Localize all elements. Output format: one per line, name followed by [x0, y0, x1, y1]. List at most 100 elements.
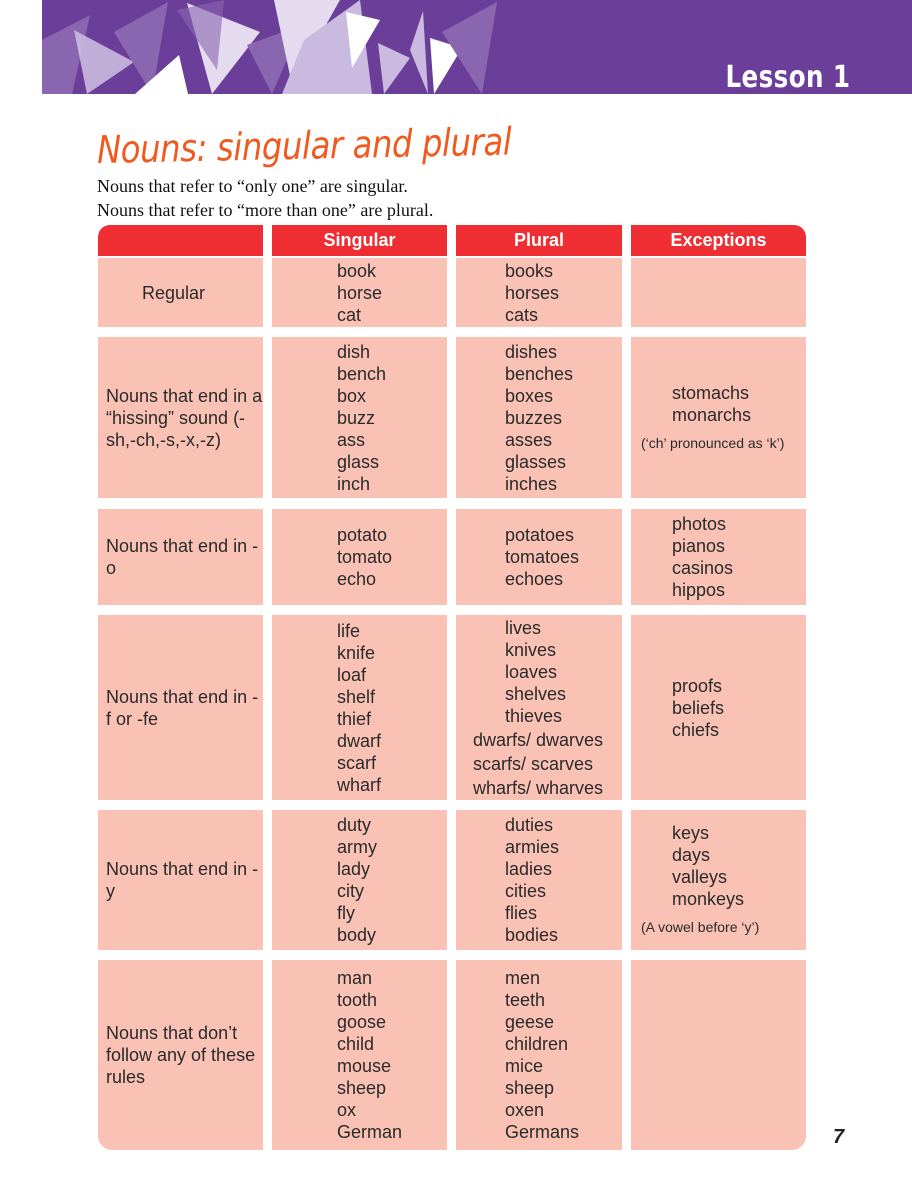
page-title: Nouns: singular and plural: [96, 119, 512, 172]
singular-word: German: [337, 1122, 403, 1142]
plural-word: children: [505, 1034, 569, 1054]
plural-word: flies: [505, 903, 538, 923]
page-number: 7: [833, 1126, 845, 1148]
plural-word: teeth: [505, 990, 546, 1010]
plural-word: ladies: [505, 859, 553, 879]
singular-word: tomato: [337, 547, 393, 567]
exceptions-word: hippos: [672, 580, 726, 600]
plural-word: cats: [505, 304, 539, 325]
category-label: Nouns that end in -y: [106, 859, 259, 901]
singular-cell: potato tomato echo: [272, 509, 447, 605]
plural-word: echoes: [505, 569, 564, 589]
singular-word: thief: [337, 708, 372, 729]
plural-word: scarfs/ scarves: [473, 753, 594, 774]
plural-word: wharfs/ wharves: [473, 777, 604, 798]
plural-word: loaves: [505, 661, 558, 682]
singular-word: mouse: [337, 1056, 392, 1076]
exceptions-word: valleys: [672, 867, 728, 887]
plural-word: books: [505, 260, 554, 281]
decorative-banner: [42, 0, 912, 94]
exceptions-word: casinos: [672, 558, 734, 578]
plural-word: asses: [505, 429, 553, 450]
plural-word: lives: [505, 617, 542, 638]
exceptions-word: stomachs: [672, 382, 750, 403]
exceptions-cell: [631, 258, 806, 327]
plural-cell: potatoes tomatoes echoes: [456, 509, 622, 605]
singular-word: body: [337, 925, 377, 945]
plural-word: mice: [505, 1056, 544, 1076]
plural-word: potatoes: [505, 525, 575, 545]
singular-cell: dish bench box buzz ass glass inch: [272, 337, 447, 498]
plural-word: thieves: [505, 705, 563, 726]
singular-word: loaf: [337, 664, 367, 685]
category-label: Nouns that end in -f or -fe: [106, 686, 259, 729]
category-cell: Nouns that end in -o: [98, 509, 263, 605]
plural-word: horses: [505, 282, 560, 303]
plural-word: men: [505, 968, 541, 988]
lesson-label: Lesson 1: [724, 60, 850, 95]
singular-cell: life knife loaf shelf thief dwarf scarf wharf: [272, 615, 447, 800]
exceptions-word: pianos: [672, 536, 726, 556]
singular-word: tooth: [337, 990, 378, 1010]
singular-word: dish: [337, 341, 371, 362]
plural-cell: men teeth geese children mice sheep oxen German…: [456, 960, 622, 1150]
singular-word: glass: [337, 451, 380, 472]
singular-word: sheep: [337, 1078, 387, 1098]
plural-word: bodies: [505, 925, 559, 945]
singular-cell: book horse cat: [272, 258, 447, 327]
plural-cell: dishes benches boxes buzzes asses glasses inch…: [456, 337, 622, 498]
exceptions-cell: proofs beliefs chiefs: [631, 615, 806, 800]
singular-word: scarf: [337, 752, 377, 773]
exceptions-cell: photos pianos casinos hippos: [631, 509, 806, 605]
category-cell: Nouns that don’t follow any of these rul…: [98, 960, 263, 1150]
plural-cell: lives knives loaves shelves thieves dwarfs/ d…: [456, 615, 622, 800]
singular-word: child: [337, 1034, 375, 1054]
singular-word: ass: [337, 429, 366, 450]
plural-word: oxen: [505, 1100, 545, 1120]
singular-word: fly: [337, 903, 355, 923]
plural-word: inches: [505, 473, 558, 494]
singular-word: book: [337, 260, 377, 281]
plural-word: duties: [505, 815, 554, 835]
category-label: Regular: [142, 282, 206, 303]
singular-word: duty: [337, 815, 372, 835]
singular-word: shelf: [337, 686, 376, 707]
plural-word: boxes: [505, 385, 554, 406]
singular-word: echo: [337, 569, 377, 589]
singular-word: life: [337, 620, 361, 641]
singular-word: ox: [337, 1100, 357, 1120]
exceptions-word: proofs: [672, 675, 723, 696]
exceptions-cell: keys days valleys monkeys (A vowel before ‘y…: [631, 810, 806, 950]
intro-line: Nouns that refer to “only one” are singu…: [97, 176, 408, 196]
singular-word: box: [337, 385, 367, 406]
column-header-category: [98, 225, 263, 256]
singular-word: man: [337, 968, 373, 988]
singular-word: city: [337, 881, 364, 901]
category-label: Nouns that end in -o: [106, 536, 259, 578]
singular-word: buzz: [337, 407, 376, 428]
exceptions-word: photos: [672, 514, 727, 534]
column-header-exceptions: Exceptions: [631, 225, 806, 256]
plural-word: armies: [505, 837, 560, 857]
exceptions-cell: [631, 960, 806, 1150]
plural-word: glasses: [505, 451, 567, 472]
singular-word: bench: [337, 363, 387, 384]
exceptions-word: chiefs: [672, 719, 720, 740]
plural-word: tomatoes: [505, 547, 580, 567]
singular-word: potato: [337, 525, 388, 545]
singular-word: horse: [337, 282, 383, 303]
exception-note: (‘ch’ pronounced as ‘k’): [641, 434, 785, 451]
plural-word: dishes: [505, 341, 558, 362]
exceptions-word: days: [672, 845, 711, 865]
singular-word: goose: [337, 1012, 387, 1032]
plural-word: benches: [505, 363, 574, 384]
singular-cell: man tooth goose child mouse sheep ox German: [272, 960, 447, 1150]
plural-word: dwarfs/ dwarves: [473, 729, 604, 750]
singular-word: wharf: [337, 774, 382, 795]
category-cell: Nouns that end in a “hissing” sound (-sh…: [98, 337, 263, 498]
plural-cell: duties armies ladies cities flies bodies: [456, 810, 622, 950]
plural-word: shelves: [505, 683, 567, 704]
singular-word: lady: [337, 859, 371, 879]
plural-word: buzzes: [505, 407, 563, 428]
